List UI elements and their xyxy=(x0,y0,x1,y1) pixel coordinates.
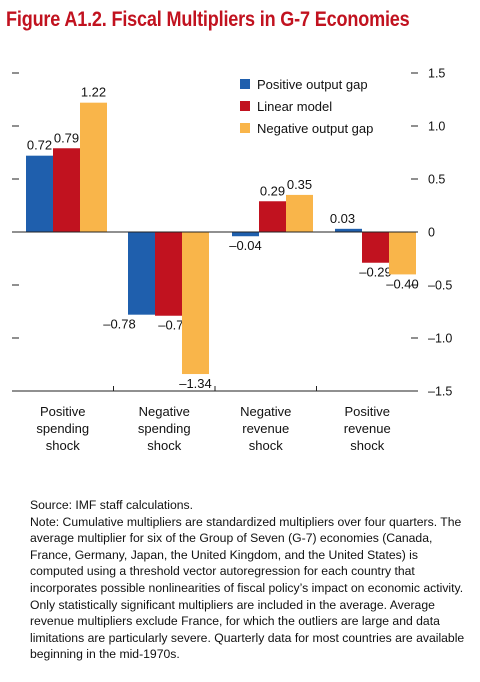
legend-swatch xyxy=(240,101,250,111)
bar xyxy=(232,232,259,237)
legend-label: Positive output gap xyxy=(257,77,368,92)
footnotes: Source: IMF staff calculations. Note: Cu… xyxy=(12,497,472,663)
legend-swatch xyxy=(240,123,250,133)
source-note: Source: IMF staff calculations. xyxy=(30,498,194,512)
bar xyxy=(26,155,53,232)
category-label: revenue xyxy=(242,421,289,436)
legend-swatch xyxy=(240,79,250,89)
bar xyxy=(53,148,80,232)
data-label: –0.04 xyxy=(229,238,262,253)
figure-title: Figure A1.2. Fiscal Multipliers in G-7 E… xyxy=(6,8,410,31)
y-tick-label: –1.0 xyxy=(428,332,452,346)
y-tick-label: 1.0 xyxy=(428,120,445,134)
bar xyxy=(335,228,362,232)
category-label: shock xyxy=(350,438,384,453)
bar-chart: 1.5 1.0 0.5 0 –0.5 –1.0 –1.5 0.72 –0.78 –0.04 0.03… xyxy=(12,67,452,453)
category-label: shock xyxy=(46,438,80,453)
data-label: –0.78 xyxy=(103,317,136,332)
y-tick-label: 0.5 xyxy=(428,173,445,187)
y-tick-label: 1.5 xyxy=(428,67,445,81)
bar xyxy=(259,201,286,232)
bar xyxy=(286,194,313,232)
explanatory-note: Note: Cumulative multipliers are standar… xyxy=(30,514,465,662)
y-tick-label: –0.5 xyxy=(428,279,452,293)
data-label: –0.40 xyxy=(386,276,419,291)
data-label: 0.29 xyxy=(260,183,285,198)
data-label: 1.22 xyxy=(81,85,106,100)
bar xyxy=(362,232,389,263)
bar xyxy=(182,232,209,375)
bar xyxy=(389,232,416,275)
category-label: shock xyxy=(249,438,283,453)
category-label: Positive xyxy=(40,404,86,419)
legend-label: Negative output gap xyxy=(257,121,373,136)
bar xyxy=(128,232,155,315)
category-label: Positive xyxy=(344,404,390,419)
data-label: –0.29 xyxy=(359,265,392,280)
data-label: –1.34 xyxy=(179,376,212,391)
legend-label: Linear model xyxy=(257,99,332,114)
category-label: Negative xyxy=(240,404,291,419)
category-label: shock xyxy=(147,438,181,453)
category-label: spending xyxy=(138,421,191,436)
y-tick-label: –1.5 xyxy=(428,385,452,399)
bar xyxy=(155,232,182,316)
data-label: 0.03 xyxy=(330,211,355,226)
data-label: 0.72 xyxy=(27,138,52,153)
category-label: revenue xyxy=(344,421,391,436)
category-label: Negative xyxy=(139,404,190,419)
data-label: 0.79 xyxy=(54,130,79,145)
data-label: 0.35 xyxy=(287,177,312,192)
y-tick-label: 0 xyxy=(428,226,435,240)
bar xyxy=(80,102,107,233)
category-label: spending xyxy=(36,421,89,436)
